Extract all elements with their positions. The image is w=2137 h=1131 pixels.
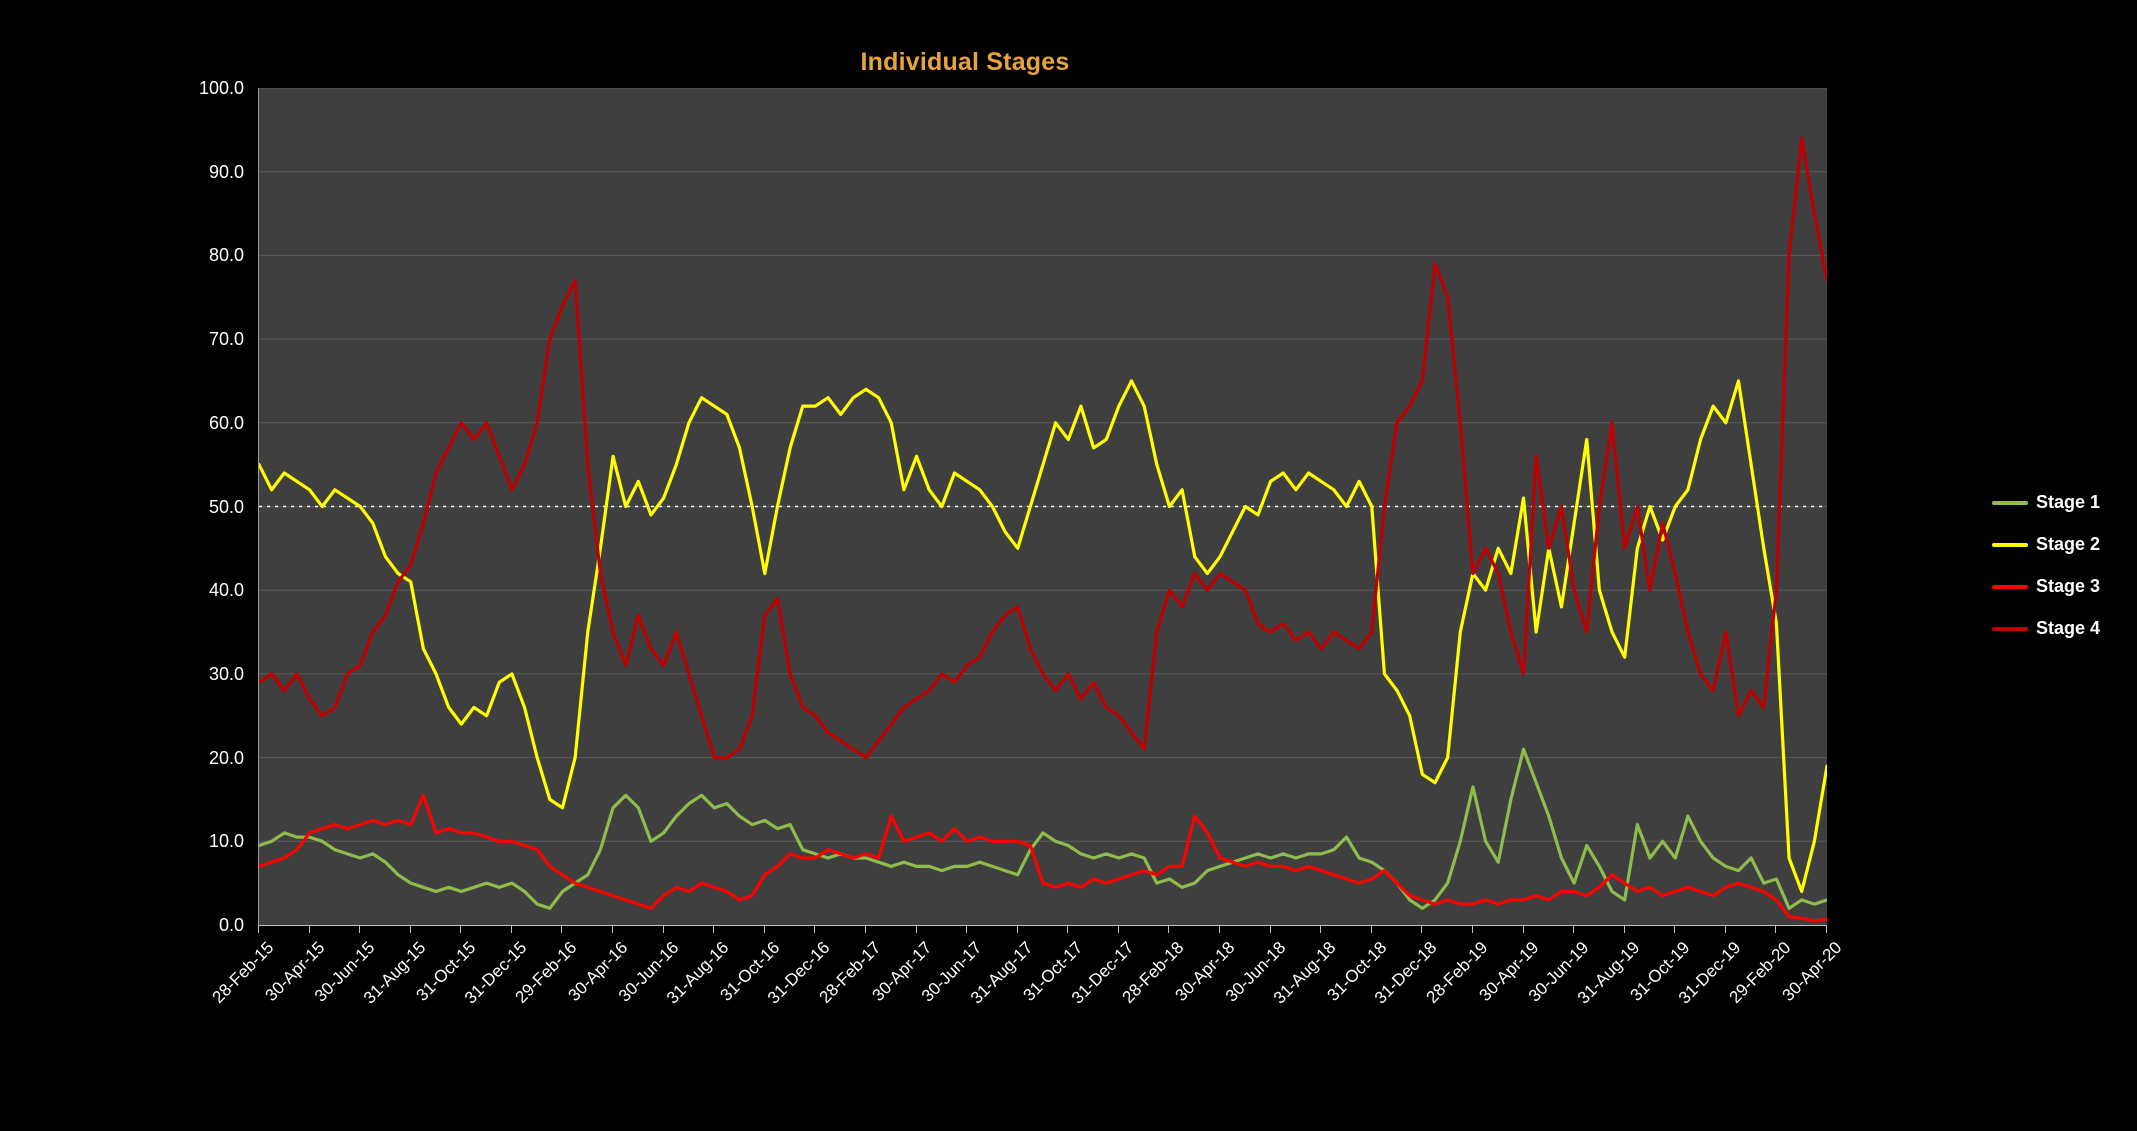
x-axis-tick (1421, 926, 1423, 933)
x-axis-tick (713, 926, 715, 933)
x-axis-tick (966, 926, 968, 933)
x-axis-tick (510, 926, 512, 933)
legend-label: Stage 3 (2036, 576, 2101, 596)
chart-title: Individual Stages (860, 48, 1070, 76)
y-axis-label: 10.0 (208, 831, 244, 852)
y-axis-label: 60.0 (208, 412, 244, 433)
y-axis-label: 90.0 (208, 161, 244, 182)
x-axis-tick (1067, 926, 1069, 933)
stage-2-line-swatch (1992, 542, 2028, 547)
x-axis-tick (409, 926, 411, 933)
legend-item-stage-4: Stage 4 (1992, 618, 2100, 639)
legend: Stage 1 Stage 2 Stage 3 Stage 4 (1992, 492, 2100, 639)
legend-item-stage-2: Stage 2 (1992, 534, 2100, 555)
x-axis-tick (1623, 926, 1625, 933)
x-axis-tick (1471, 926, 1473, 933)
x-axis-tick (864, 926, 866, 933)
plot-area (258, 88, 1827, 926)
y-axis-label: 0.0 (218, 915, 244, 935)
stage-3-line-swatch (1992, 584, 2028, 589)
x-axis-tick (1826, 926, 1827, 933)
stage-4-line-swatch (1992, 626, 2028, 631)
x-axis-tick (1522, 926, 1524, 933)
x-axis-tick (1573, 926, 1575, 933)
x-axis-tick (1320, 926, 1322, 933)
y-axis-label: 20.0 (208, 747, 244, 768)
x-axis-tick (460, 926, 462, 933)
x-axis-tick (1117, 926, 1119, 933)
x-axis-tick (1168, 926, 1170, 933)
x-axis-tick (1219, 926, 1221, 933)
legend-item-stage-3: Stage 3 (1992, 576, 2100, 597)
x-axis-tick (258, 926, 259, 933)
legend-label: Stage 2 (2036, 534, 2101, 554)
x-axis-tick (1016, 926, 1018, 933)
x-axis-tick (308, 926, 310, 933)
y-axis-label: 100.0 (198, 78, 244, 98)
x-axis-tick (814, 926, 816, 933)
y-axis-label: 30.0 (208, 663, 244, 684)
y-axis-label: 50.0 (208, 496, 244, 517)
x-axis-tick (1269, 926, 1271, 933)
legend-label: Stage 1 (2036, 492, 2101, 512)
x-axis-tick (915, 926, 917, 933)
y-axis-label: 40.0 (208, 580, 244, 601)
legend-item-stage-1: Stage 1 (1992, 492, 2100, 513)
x-axis-tick (612, 926, 614, 933)
x-axis-tick (359, 926, 361, 933)
y-axis-label: 70.0 (208, 329, 244, 350)
stage-1-line-swatch (1992, 500, 2028, 505)
chart-svg (259, 88, 1827, 923)
x-axis-tick (763, 926, 765, 933)
x-axis-tick (1724, 926, 1726, 933)
x-axis-tick (561, 926, 563, 933)
x-axis-tick (1775, 926, 1777, 933)
x-axis-tick (1370, 926, 1372, 933)
legend-label: Stage 4 (2036, 618, 2101, 638)
x-axis-tick (1674, 926, 1676, 933)
x-axis-tick (662, 926, 664, 933)
y-axis-label: 80.0 (208, 245, 244, 266)
